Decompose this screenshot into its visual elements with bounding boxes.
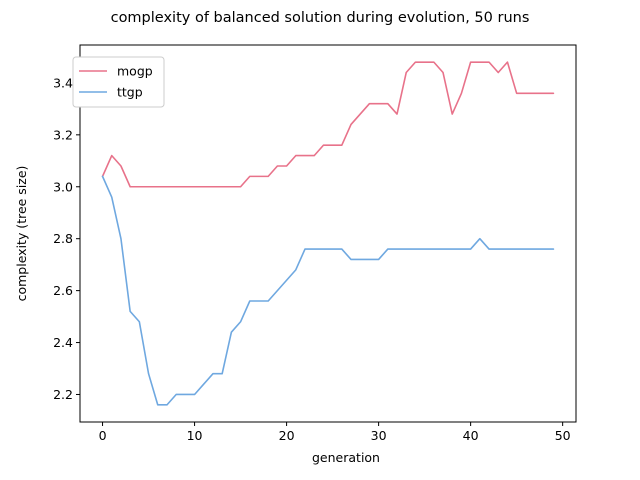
plot-area bbox=[79, 44, 577, 423]
series-line-mogp bbox=[101, 61, 555, 188]
y-tick-label: 2.8 bbox=[53, 231, 73, 246]
y-axis-label: complexity (tree size) bbox=[14, 166, 29, 302]
legend: mogp ttgp bbox=[72, 56, 165, 108]
x-tick-label: 10 bbox=[187, 428, 203, 443]
y-tick-label: 3.2 bbox=[53, 127, 73, 142]
x-tick-label: 0 bbox=[99, 428, 107, 443]
x-tick-label: 20 bbox=[279, 428, 295, 443]
legend-label-mogp: mogp bbox=[117, 64, 153, 79]
x-axis-label: generation bbox=[312, 450, 380, 465]
y-tick-label: 2.6 bbox=[53, 283, 73, 298]
y-axis: 2.2 2.4 2.6 2.8 3.0 3.2 3.4 bbox=[53, 75, 80, 402]
x-tick-label: 50 bbox=[555, 428, 571, 443]
y-tick-label: 3.4 bbox=[53, 75, 73, 90]
chart-title: complexity of balanced solution during e… bbox=[111, 10, 530, 26]
y-tick-label: 3.0 bbox=[53, 179, 73, 194]
legend-frame bbox=[72, 56, 165, 108]
legend-label-ttgp: ttgp bbox=[117, 85, 143, 100]
series-line-ttgp bbox=[101, 175, 555, 406]
series-lines bbox=[101, 61, 555, 406]
y-tick-label: 2.4 bbox=[53, 335, 73, 350]
x-tick-label: 40 bbox=[463, 428, 479, 443]
x-tick-label: 30 bbox=[371, 428, 387, 443]
y-tick-label: 2.2 bbox=[53, 387, 73, 402]
x-axis: 0 10 20 30 40 50 bbox=[99, 422, 571, 443]
